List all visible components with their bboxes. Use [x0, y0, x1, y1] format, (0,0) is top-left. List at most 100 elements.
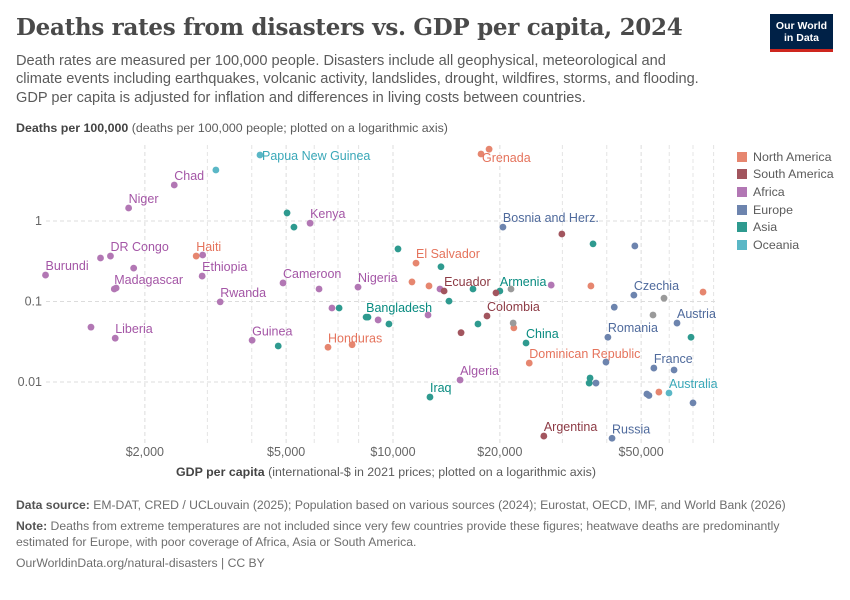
data-point[interactable] — [315, 285, 323, 293]
point-label: Romania — [608, 321, 658, 335]
data-point[interactable] — [477, 150, 485, 158]
data-point[interactable] — [587, 282, 595, 290]
data-point[interactable] — [130, 264, 138, 272]
data-point[interactable] — [492, 289, 500, 297]
legend-item[interactable]: North America — [737, 148, 834, 166]
data-point[interactable] — [97, 254, 104, 262]
data-point[interactable] — [279, 279, 287, 287]
y-tick-label: 1 — [35, 214, 42, 228]
data-point[interactable] — [665, 389, 673, 397]
data-point[interactable] — [87, 323, 95, 331]
data-point[interactable] — [199, 251, 207, 259]
legend-item[interactable]: Africa — [737, 183, 834, 201]
point-label: Madagascar — [114, 273, 183, 287]
data-point[interactable] — [216, 298, 224, 306]
data-point[interactable] — [328, 304, 336, 312]
data-point[interactable] — [364, 313, 372, 321]
data-point[interactable] — [425, 282, 433, 290]
data-point[interactable] — [670, 366, 678, 374]
data-point[interactable] — [394, 245, 402, 253]
data-point[interactable] — [42, 271, 49, 279]
data-point[interactable] — [660, 294, 668, 302]
data-point[interactable] — [589, 240, 597, 248]
data-point[interactable] — [256, 151, 264, 159]
data-point[interactable] — [655, 388, 663, 396]
x-tick-label: $2,000 — [126, 445, 164, 459]
data-point[interactable] — [198, 272, 206, 280]
data-point[interactable] — [525, 359, 533, 367]
data-point[interactable] — [440, 287, 448, 295]
data-point[interactable] — [699, 288, 707, 296]
data-point[interactable] — [324, 343, 332, 351]
data-point[interactable] — [283, 209, 291, 217]
owid-logo[interactable]: Our World in Data — [770, 14, 833, 52]
legend-label: Oceania — [753, 237, 800, 252]
data-point[interactable] — [586, 374, 594, 382]
data-point[interactable] — [687, 333, 695, 341]
data-point[interactable] — [485, 145, 493, 153]
data-point[interactable] — [673, 319, 681, 327]
data-point[interactable] — [483, 312, 491, 320]
data-point[interactable] — [547, 281, 555, 289]
data-point[interactable] — [112, 284, 120, 292]
data-point[interactable] — [469, 285, 477, 293]
data-point[interactable] — [457, 329, 465, 337]
data-point[interactable] — [437, 263, 445, 271]
data-point[interactable] — [522, 339, 530, 347]
legend-item[interactable]: Oceania — [737, 236, 834, 254]
data-point[interactable] — [424, 311, 432, 319]
data-point[interactable] — [306, 219, 314, 227]
x-axis-label: GDP per capita (international-$ in 2021 … — [0, 465, 772, 479]
data-point[interactable] — [474, 320, 482, 328]
data-point[interactable] — [274, 342, 282, 350]
data-point[interactable] — [499, 223, 507, 231]
legend-item[interactable]: Europe — [737, 201, 834, 219]
data-point[interactable] — [689, 399, 697, 407]
data-point[interactable] — [604, 333, 612, 341]
point-label: Bosnia and Herz. — [503, 211, 599, 225]
data-point[interactable] — [592, 379, 600, 387]
data-point[interactable] — [335, 304, 343, 312]
point-label: El Salvador — [416, 247, 480, 261]
legend-item[interactable]: South America — [737, 166, 834, 184]
data-point[interactable] — [125, 204, 133, 212]
data-point[interactable] — [248, 336, 256, 344]
data-point[interactable] — [408, 278, 416, 286]
x-tick-label: $50,000 — [619, 445, 664, 459]
legend-swatch — [737, 222, 747, 233]
legend-item[interactable]: Asia — [737, 218, 834, 236]
data-point[interactable] — [650, 364, 658, 372]
legend-label: North America — [753, 149, 832, 164]
data-point[interactable] — [354, 283, 362, 291]
data-point[interactable] — [170, 181, 178, 189]
data-point[interactable] — [602, 358, 610, 366]
data-point[interactable] — [645, 392, 653, 399]
data-point[interactable] — [426, 393, 434, 401]
data-point[interactable] — [111, 334, 119, 342]
data-point[interactable] — [212, 166, 220, 174]
point-label: Niger — [129, 192, 159, 206]
data-point[interactable] — [630, 291, 638, 299]
data-point[interactable] — [456, 376, 464, 384]
data-point[interactable] — [290, 223, 298, 231]
point-label: Australia — [669, 377, 718, 391]
data-point[interactable] — [585, 379, 593, 387]
data-point[interactable] — [631, 242, 639, 250]
x-tick-label: $5,000 — [267, 445, 305, 459]
data-point[interactable] — [649, 311, 657, 319]
data-point[interactable] — [374, 316, 382, 324]
data-point[interactable] — [608, 434, 616, 442]
x-axis-label-bold: GDP per capita — [176, 465, 265, 479]
data-point[interactable] — [445, 297, 453, 305]
data-point[interactable] — [412, 259, 420, 267]
data-point[interactable] — [507, 285, 515, 293]
data-point[interactable] — [107, 252, 114, 260]
data-point[interactable] — [385, 320, 393, 328]
data-point[interactable] — [348, 341, 356, 349]
data-point[interactable] — [509, 319, 517, 327]
data-point[interactable] — [558, 230, 566, 238]
data-point[interactable] — [192, 252, 200, 260]
data-point[interactable] — [540, 432, 548, 440]
source-link[interactable]: OurWorldinData.org/natural-disasters | C… — [16, 555, 265, 570]
data-point[interactable] — [610, 303, 618, 311]
